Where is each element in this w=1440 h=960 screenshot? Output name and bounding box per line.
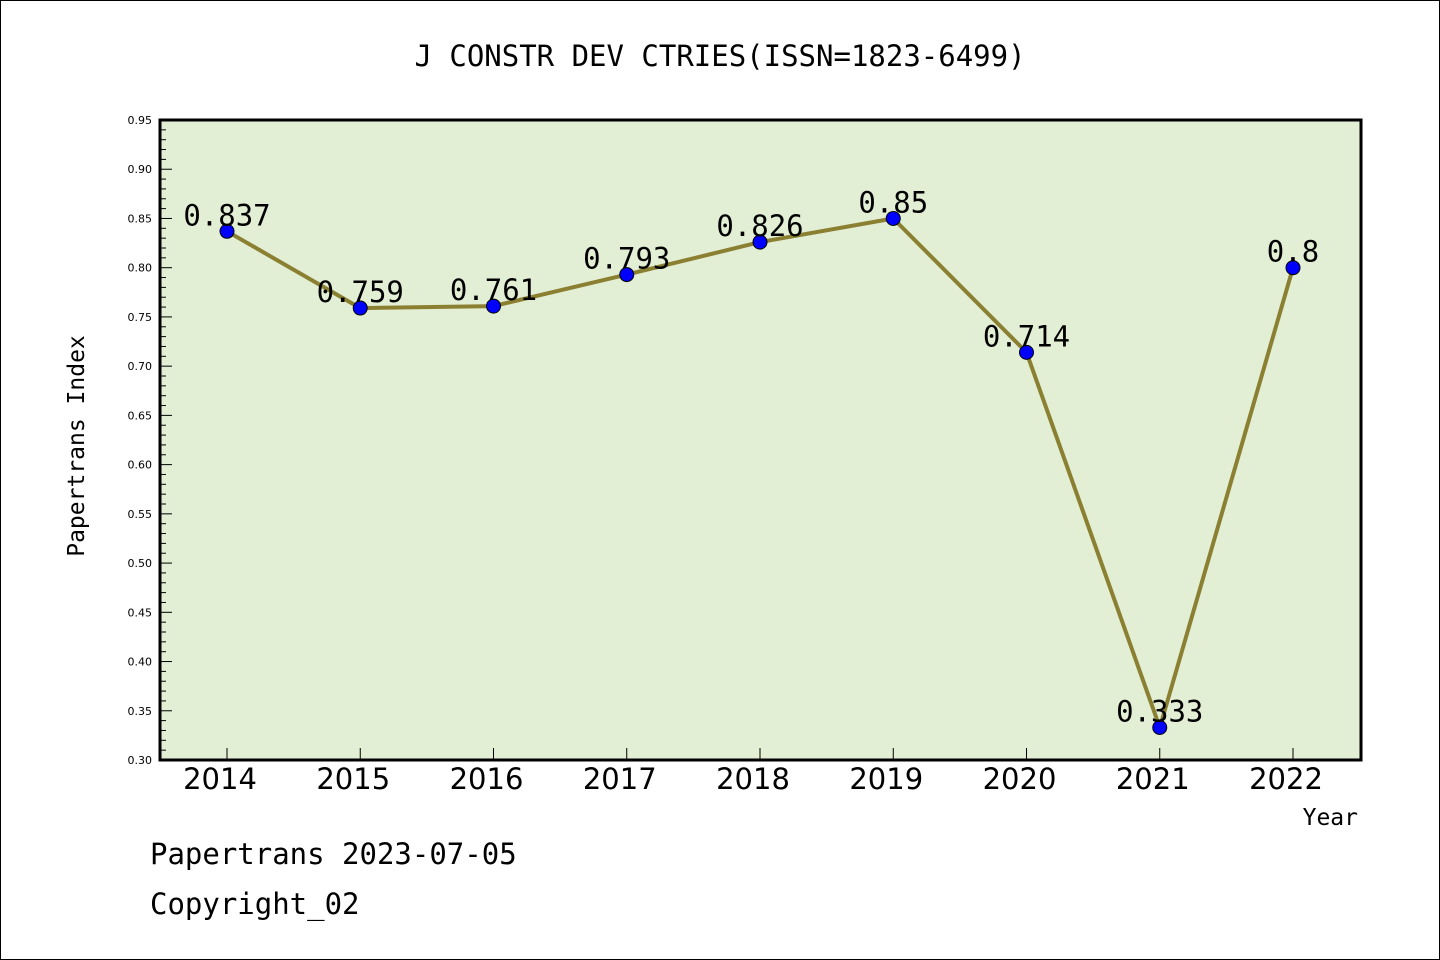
footer-copyright: Copyright_02 <box>150 887 360 922</box>
data-label: 0.837 <box>183 198 270 232</box>
data-label: 0.761 <box>450 273 537 307</box>
data-label: 0.333 <box>1116 695 1203 729</box>
x-tick-label: 2020 <box>983 762 1057 796</box>
data-label: 0.8 <box>1267 235 1319 269</box>
data-label: 0.714 <box>983 319 1070 353</box>
x-tick-label: 2016 <box>450 762 524 796</box>
y-tick-label: 0.45 <box>128 606 153 619</box>
x-tick-label: 2021 <box>1116 762 1190 796</box>
data-markers <box>219 210 1301 736</box>
data-point <box>1019 344 1034 360</box>
data-point <box>219 223 235 239</box>
y-axis-label: Papertrans Index <box>64 335 90 557</box>
x-axis: 2014 2015 2016 2017 2018 2019 2020 2021 2022 <box>183 748 1323 796</box>
data-point <box>619 267 635 283</box>
y-tick-label: 0.80 <box>128 262 153 275</box>
data-point <box>1285 260 1301 276</box>
y-tick-label: 0.30 <box>128 754 153 767</box>
y-tick-label: 0.55 <box>128 508 153 521</box>
x-tick-label: 2014 <box>183 762 257 796</box>
data-label: 0.759 <box>317 275 404 309</box>
y-tick-label: 0.65 <box>128 409 153 422</box>
y-tick-label: 0.70 <box>128 360 153 373</box>
x-axis-label: Year <box>1303 805 1358 831</box>
y-tick-label: 0.95 <box>128 114 153 127</box>
footer-source: Papertrans 2023-07-05 <box>150 837 517 871</box>
x-tick-label: 2017 <box>583 762 657 796</box>
data-point <box>486 298 501 314</box>
data-point <box>885 210 901 226</box>
x-tick-label: 2019 <box>849 762 923 796</box>
y-tick-label: 0.50 <box>128 557 153 570</box>
data-point <box>352 300 368 316</box>
data-label: 0.85 <box>858 185 928 219</box>
y-tick-label: 0.60 <box>128 459 153 472</box>
y-tick-label: 0.90 <box>128 163 153 176</box>
x-tick-label: 2015 <box>316 762 390 796</box>
y-axis: 0.30 0.35 0.40 0.45 0.50 0.55 0.60 0.65 0.70 0.75… <box>128 114 172 767</box>
data-point <box>752 234 768 250</box>
data-label: 0.826 <box>716 209 803 243</box>
data-point <box>1152 720 1168 736</box>
y-tick-label: 0.85 <box>128 212 153 225</box>
plot-area <box>158 118 1363 762</box>
y-tick-label: 0.35 <box>128 705 153 718</box>
x-tick-label: 2022 <box>1249 762 1323 796</box>
x-tick-label: 2018 <box>716 762 790 796</box>
chart-title: J CONSTR DEV CTRIES(ISSN=1823-6499) <box>414 39 1025 73</box>
data-labels: 0.837 0.759 0.761 0.793 0.826 0.85 0.714 0.333 0… <box>183 185 1319 728</box>
y-tick-label: 0.75 <box>128 311 153 324</box>
y-tick-label: 0.40 <box>128 656 153 669</box>
data-label: 0.793 <box>583 242 670 276</box>
